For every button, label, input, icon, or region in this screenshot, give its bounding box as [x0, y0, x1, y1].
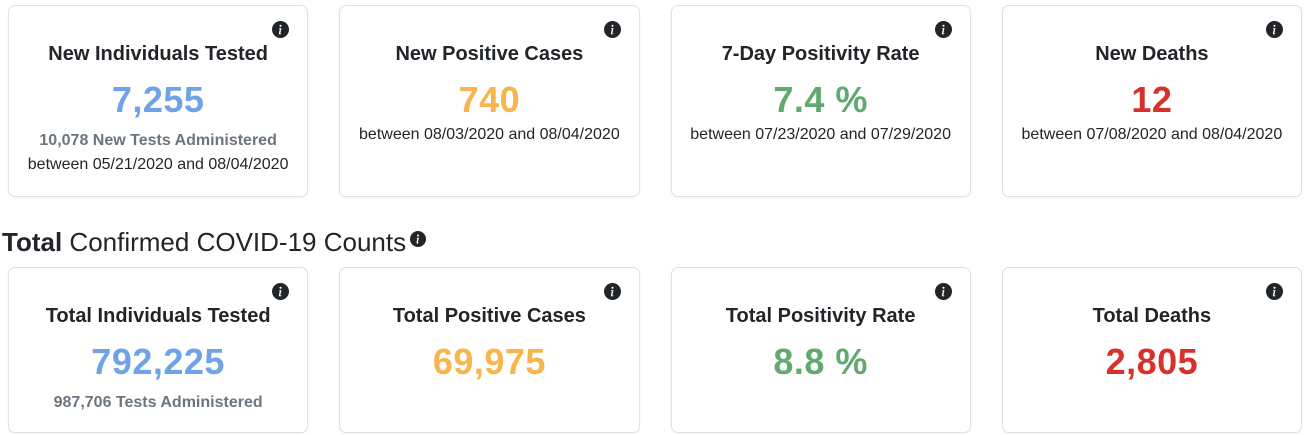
info-circle-icon[interactable]	[934, 283, 952, 301]
stat-card-new-positive-cases: New Positive Cases 740 between 08/03/202…	[339, 5, 640, 197]
card-daterange: between 08/03/2020 and 08/04/2020	[359, 125, 620, 143]
card-title: New Individuals Tested	[48, 43, 268, 65]
card-value: 7.4 %	[773, 79, 868, 120]
heading-bold-text: Total	[2, 227, 63, 257]
card-title: New Positive Cases	[395, 43, 584, 65]
card-value: 2,805	[1105, 341, 1199, 383]
stat-card-new-individuals-tested: New Individuals Tested 7,255 10,078 New …	[8, 5, 309, 197]
card-value: 792,225	[91, 341, 225, 383]
total-counts-heading: Total Confirmed COVID-19 Counts	[2, 227, 1302, 258]
card-subline: 987,706 Tests Administered	[53, 393, 263, 411]
info-circle-icon[interactable]	[1266, 283, 1283, 301]
info-circle-icon[interactable]	[603, 283, 621, 301]
card-subline: 10,078 New Tests Administered	[39, 131, 277, 149]
new-counts-row: New Individuals Tested 7,255 10,078 New …	[8, 5, 1302, 197]
info-circle-icon[interactable]	[272, 283, 290, 301]
card-value: 12	[1131, 79, 1173, 120]
card-title: Total Deaths	[1092, 305, 1212, 328]
stat-card-total-positivity-rate: Total Positivity Rate 8.8 %	[670, 267, 971, 434]
info-circle-icon[interactable]	[603, 21, 621, 38]
stat-card-total-positive-cases: Total Positive Cases 69,975	[339, 267, 640, 434]
stat-card-7day-positivity-rate: 7-Day Positivity Rate 7.4 % between 07/2…	[670, 5, 971, 197]
card-title: Total Positivity Rate	[725, 305, 916, 328]
card-title: Total Individuals Tested	[45, 305, 271, 328]
card-daterange: between 07/23/2020 and 07/29/2020	[690, 125, 951, 143]
stat-card-total-individuals-tested: Total Individuals Tested 792,225 987,706…	[8, 267, 309, 434]
card-value: 7,255	[111, 79, 205, 120]
heading-regular-text: Confirmed COVID-19 Counts	[69, 227, 407, 257]
card-title: New Deaths	[1095, 43, 1209, 65]
stat-card-new-deaths: New Deaths 12 between 07/08/2020 and 08/…	[1001, 5, 1302, 197]
card-value: 8.8 %	[773, 341, 868, 383]
info-circle-icon[interactable]	[410, 231, 427, 247]
card-daterange: between 07/08/2020 and 08/04/2020	[1021, 125, 1283, 143]
total-counts-row: Total Individuals Tested 792,225 987,706…	[8, 267, 1302, 434]
info-circle-icon[interactable]	[272, 21, 290, 38]
card-value: 69,975	[432, 341, 546, 383]
card-title: Total Positive Cases	[392, 305, 586, 328]
info-circle-icon[interactable]	[934, 21, 952, 38]
card-daterange: between 05/21/2020 and 08/04/2020	[27, 155, 289, 173]
stat-card-total-deaths: Total Deaths 2,805	[1001, 267, 1302, 434]
info-circle-icon[interactable]	[1266, 21, 1283, 38]
card-title: 7-Day Positivity Rate	[721, 43, 920, 65]
card-value: 740	[458, 79, 521, 120]
